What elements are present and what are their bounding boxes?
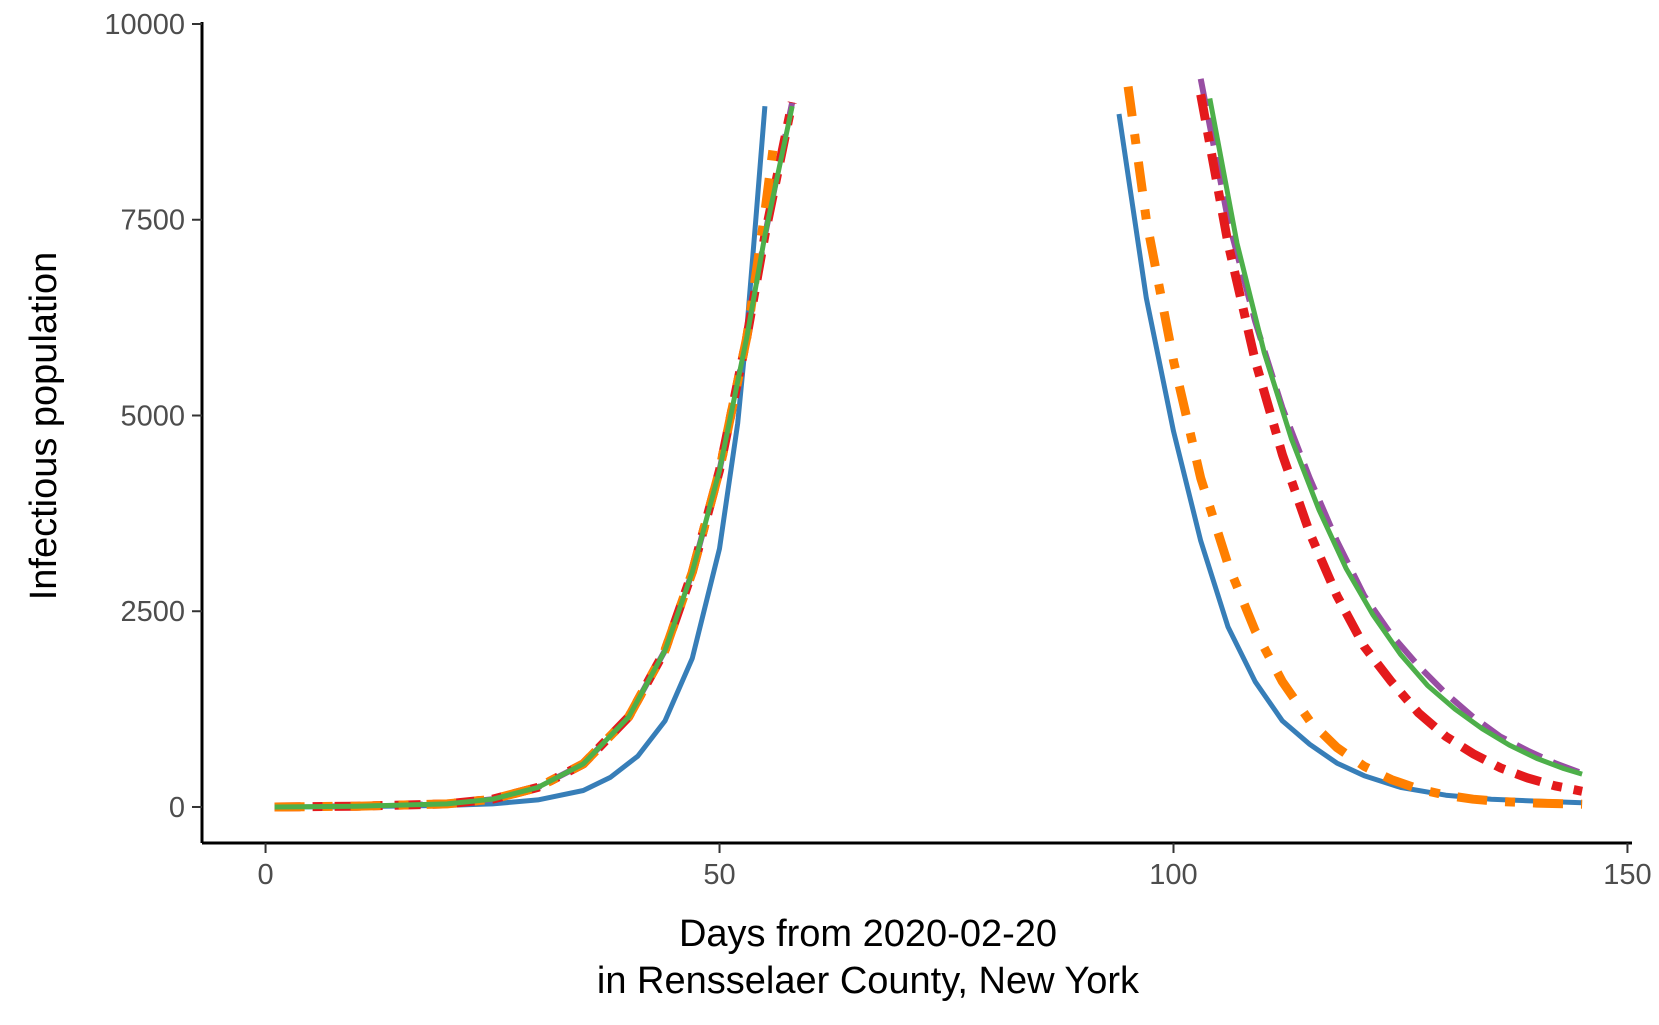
series-4-line-segment-1 xyxy=(274,140,779,812)
y-tick-label: 2500 xyxy=(120,596,185,628)
series-5-line-segment-1 xyxy=(274,105,795,810)
y-axis: 0 2500 5000 7500 10000 xyxy=(104,9,204,843)
series-3-line-segment-2 xyxy=(1196,93,1583,796)
series-1-line-segment-1 xyxy=(274,106,768,810)
series-5-line-segment-2 xyxy=(1207,97,1583,777)
x-axis: 0 50 100 150 xyxy=(202,841,1652,891)
y-tick-label: 7500 xyxy=(120,205,185,237)
plot-area xyxy=(274,78,1584,812)
x-tick-label: 150 xyxy=(1603,859,1651,891)
y-tick-label: 10000 xyxy=(104,9,185,41)
series-2-line-segment-1 xyxy=(274,101,796,810)
x-tick-label: 50 xyxy=(703,859,735,891)
y-tick-label: 0 xyxy=(169,792,185,824)
y-axis-title: Infectious population xyxy=(23,252,65,601)
series-1-line-segment-2 xyxy=(1116,113,1583,806)
y-tick-label: 5000 xyxy=(120,400,185,432)
x-axis-title-line-2: in Rensselaer County, New York xyxy=(597,960,1140,1002)
x-tick-label: 0 xyxy=(257,859,273,891)
x-axis-title-line-1: Days from 2020-02-20 xyxy=(679,913,1057,955)
series-4-line-segment-2 xyxy=(1123,85,1583,809)
x-tick-label: 100 xyxy=(1149,859,1197,891)
series-3-line-segment-1 xyxy=(274,101,797,812)
series-2-line-segment-2 xyxy=(1197,78,1584,777)
